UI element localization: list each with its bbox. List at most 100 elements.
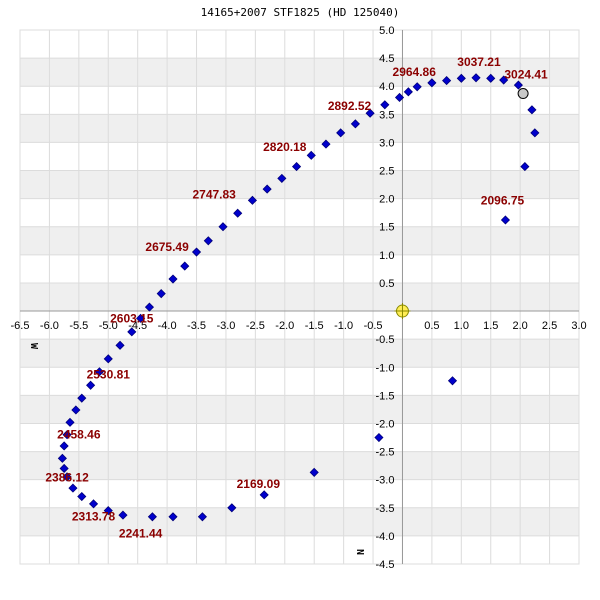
x-tick-label: 2.0 [513,320,528,332]
data-point [86,380,96,390]
data-points [57,73,540,522]
grid-band [20,395,579,424]
data-point [88,499,99,509]
data-point [247,195,257,205]
data-point [168,512,178,522]
epoch-label: 2169.09 [237,477,281,491]
data-point [374,432,384,443]
y-tick-label: 2.0 [379,194,394,206]
y-tick-label: 1.0 [379,250,394,262]
data-point [306,150,316,160]
y-tick-label: 3.0 [379,137,394,149]
data-point [59,463,69,474]
x-tick-label: -5.0 [99,320,118,332]
y-tick-label: 5.0 [379,25,394,37]
plot-frame [19,29,580,565]
data-point [103,354,113,364]
x-tick-label: -5.5 [69,320,88,332]
data-point [277,173,287,183]
data-point [103,506,113,516]
data-point [68,483,78,493]
plot-bands [20,58,579,536]
data-point [115,340,125,350]
grid-band [20,114,579,143]
y-tick-label: 1.5 [379,222,394,234]
data-point [427,78,437,88]
data-point [350,119,360,129]
data-point [520,162,530,172]
chart-title: 14165+2007 STF1825 (HD 125040) [201,6,400,19]
data-point [144,302,155,312]
data-point [365,108,375,118]
x-tick-label: 1.0 [454,320,469,332]
data-point [309,467,319,477]
data-point [412,82,422,92]
x-tick-label: -1.5 [305,320,324,332]
epoch-label: 2313.78 [72,510,116,524]
x-tick-label: 3.0 [571,320,586,332]
data-point [57,453,67,463]
data-point [291,162,302,172]
data-point [71,405,81,415]
grid-band [20,226,579,255]
annotations: 3037.21 2964.86 3024.41 2892.52 2820.18 2747.… [45,55,548,541]
data-point [500,215,511,225]
data-point [403,87,413,97]
x-tick-label: 2.5 [542,320,557,332]
data-point [59,441,69,451]
y-direction-label: N [354,549,365,555]
current-position-marker [517,88,529,100]
epoch-label: 2530.81 [87,368,131,382]
data-point [94,367,105,377]
grid-band [20,507,579,536]
data-point [147,512,157,522]
y-tick-label: -3.5 [376,503,395,515]
data-point [486,73,496,83]
y-tick-label: -4.0 [376,531,395,543]
grid-band [20,339,579,368]
data-point [336,128,346,138]
y-tick-label: 3.5 [379,109,394,121]
y-tick-label: 4.5 [379,53,394,65]
epoch-label: 3037.21 [457,55,501,69]
x-tick-label: -3.0 [216,320,235,332]
y-tick-label: -2.0 [376,418,395,430]
x-tick-label: -4.0 [158,320,177,332]
x-tick-label: -6.5 [11,320,30,332]
data-point [447,376,458,386]
x-tick-label: -3.5 [187,320,206,332]
epoch-label: 2096.75 [481,193,525,207]
y-tick-label: -3.0 [376,475,395,487]
epoch-label: 2892.52 [328,99,372,113]
data-point [77,393,87,403]
epoch-label: 2964.86 [393,65,437,79]
data-point [127,327,137,337]
data-point [203,236,213,246]
data-point [197,512,207,522]
epoch-label: 2458.46 [57,428,101,442]
y-tick-label: 4.0 [379,81,394,93]
x-tick-label: -0.5 [364,320,383,332]
data-point [259,490,269,500]
y-tick-label: -1.5 [376,390,395,402]
data-point [513,80,523,90]
data-point [136,313,146,323]
data-point [62,430,72,440]
data-point [527,105,537,115]
data-point [499,75,509,85]
data-point [191,247,202,257]
y-tick-label: -4.5 [376,559,395,571]
data-point [62,472,72,482]
x-tick-label: 1.5 [483,320,498,332]
data-point [530,128,540,138]
y-tick-label: 0.5 [379,278,394,290]
data-point [233,208,243,218]
grid-band [20,451,579,480]
data-point [65,417,75,427]
epoch-label: 2386.12 [45,470,89,484]
x-tick-label: -1.0 [334,320,353,332]
grid-band [20,170,579,199]
data-point [156,289,166,299]
data-point [227,503,237,513]
epoch-label: 3024.41 [504,67,548,81]
